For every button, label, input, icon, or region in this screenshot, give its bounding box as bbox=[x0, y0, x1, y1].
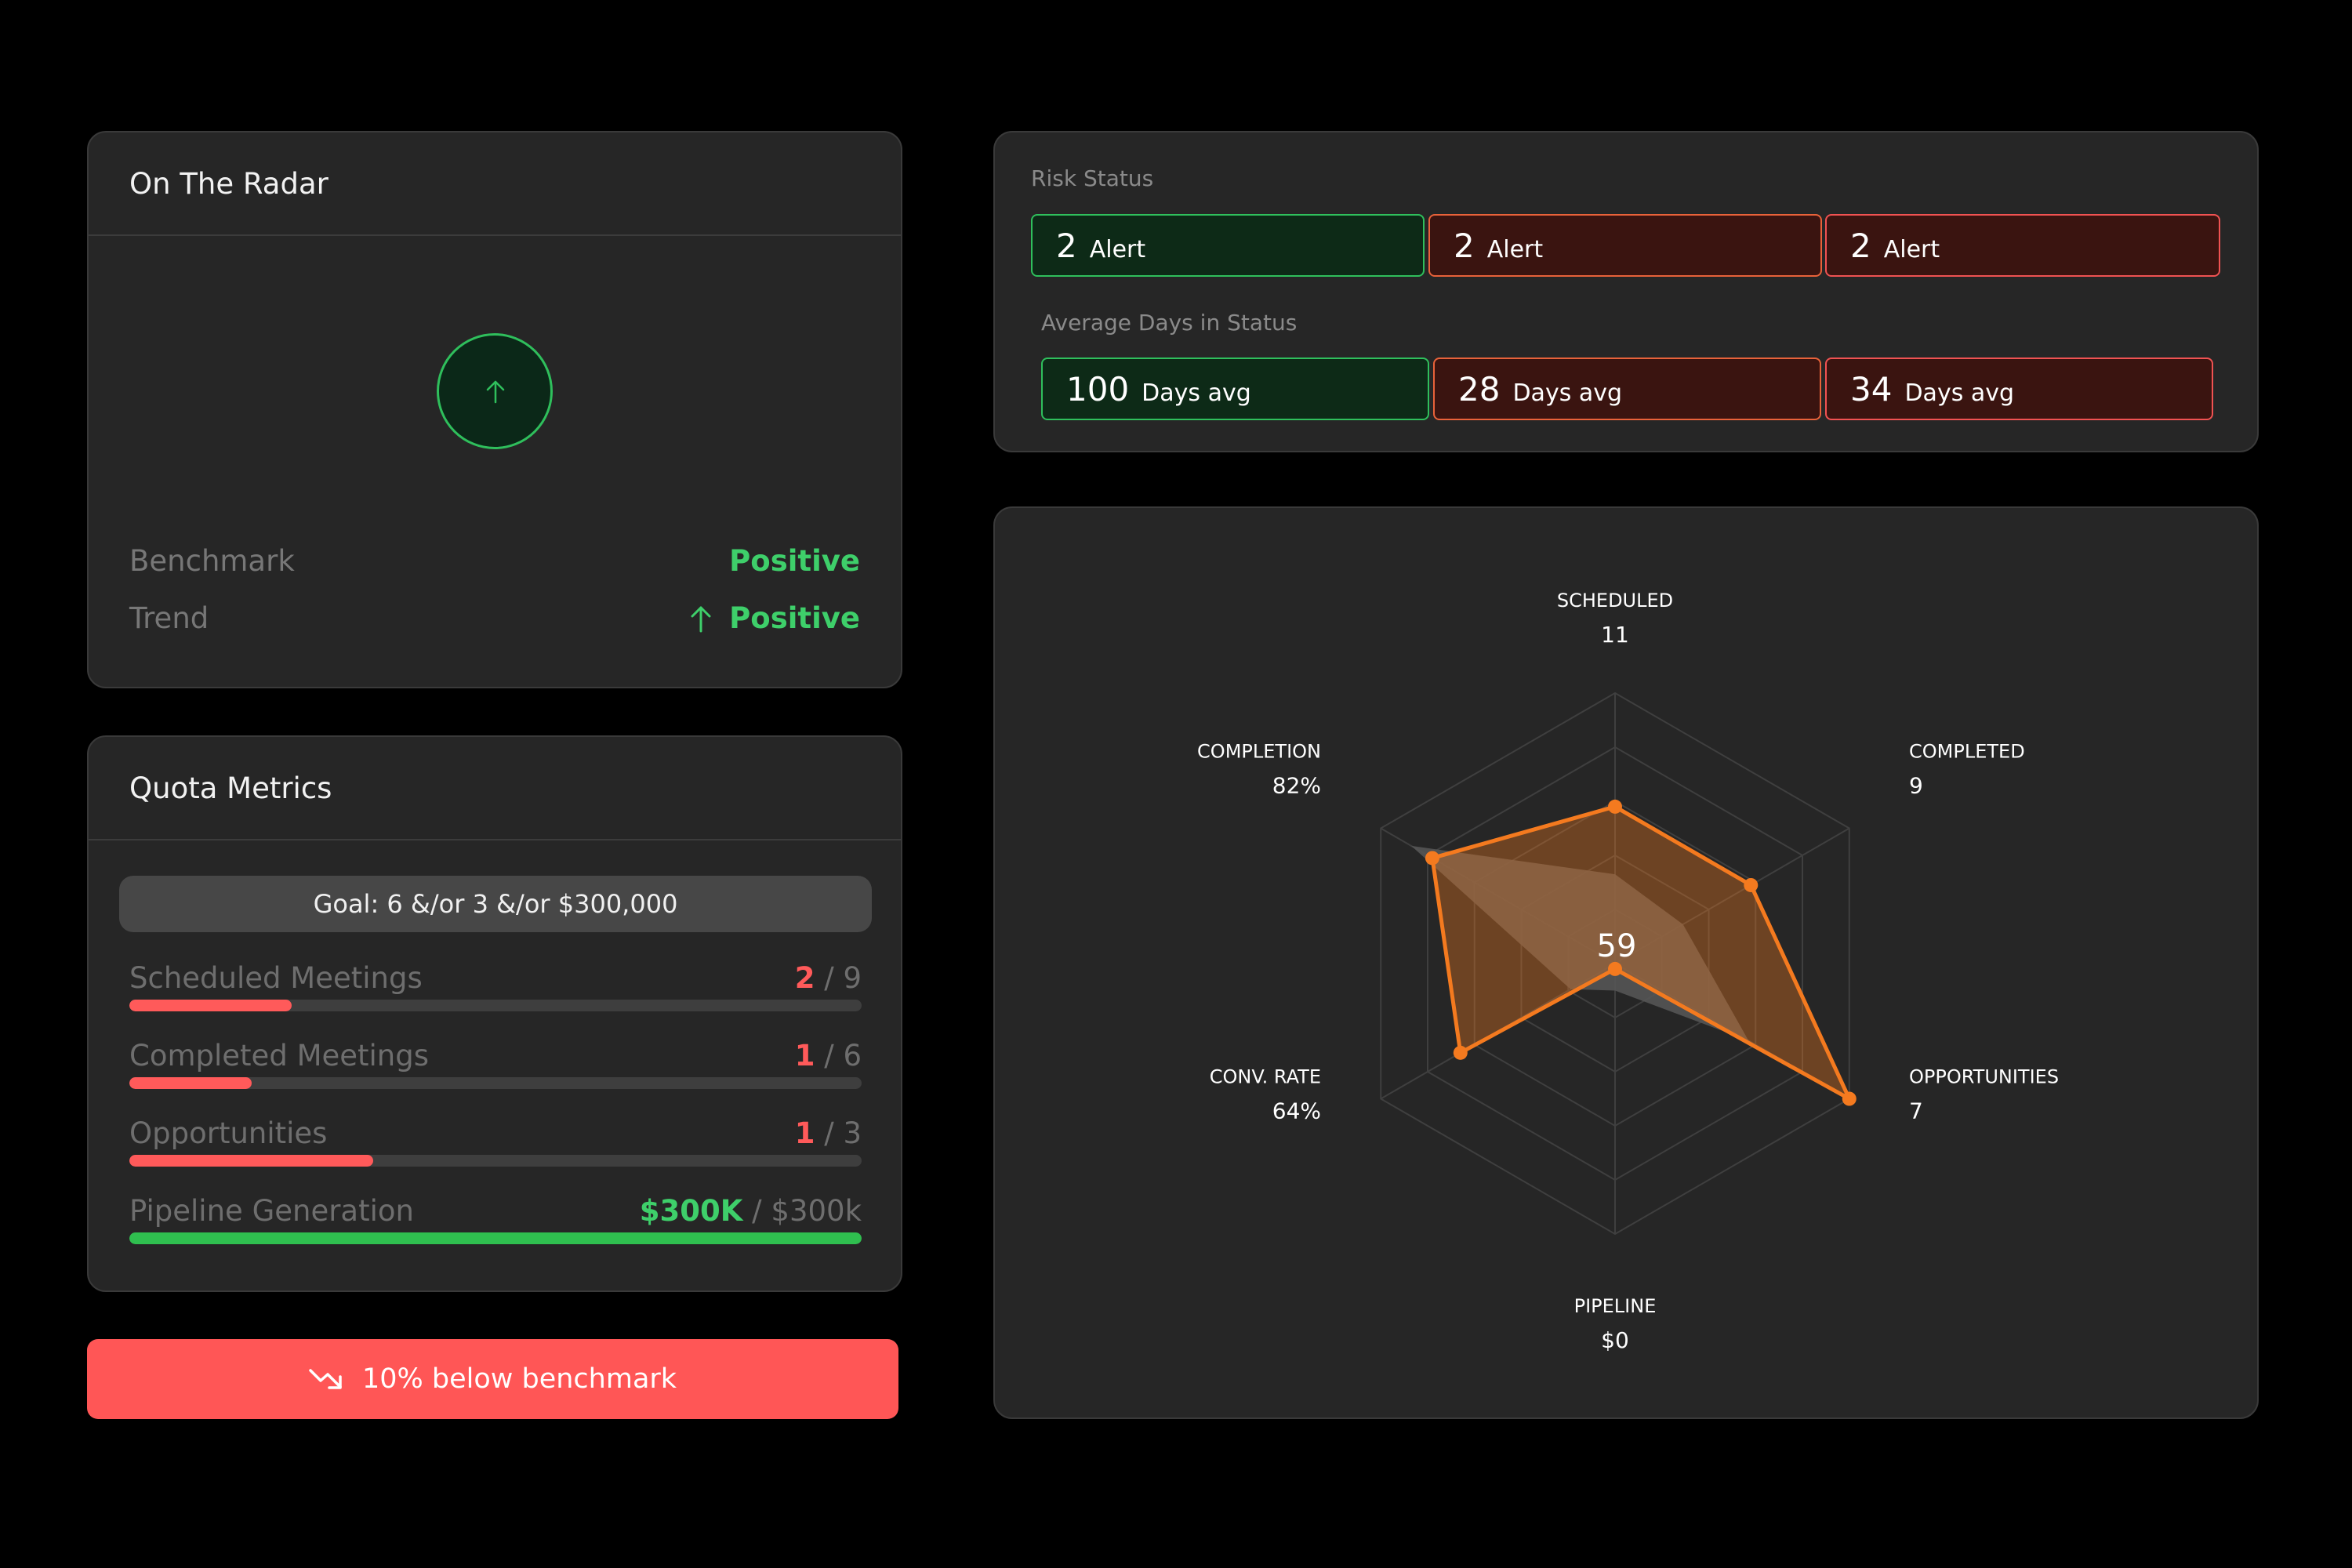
days-unit: Days avg bbox=[1142, 379, 1251, 407]
radar-axis-value: 82% bbox=[1272, 773, 1321, 799]
metric-label: Opportunities bbox=[129, 1116, 328, 1150]
benchmark-label: Benchmark bbox=[129, 544, 295, 578]
metric-label: Completed Meetings bbox=[129, 1038, 430, 1073]
benchmark-row: Benchmark Positive bbox=[129, 544, 860, 578]
radar-axis-value: 64% bbox=[1272, 1098, 1321, 1124]
progress-track bbox=[129, 1000, 862, 1011]
days-box-red[interactable]: 34 Days avg bbox=[1825, 358, 2213, 420]
progress-track bbox=[129, 1232, 862, 1244]
alert-box-green[interactable]: 2 Alert bbox=[1031, 214, 1425, 277]
radar-series-area bbox=[1430, 804, 1852, 1101]
radar-point bbox=[1453, 1045, 1468, 1060]
metric-current: 1 bbox=[794, 1038, 815, 1073]
progress-track bbox=[129, 1155, 862, 1167]
goal-text: Goal: 6 &/or 3 &/or $300,000 bbox=[313, 889, 678, 919]
trend-value-group: Positive bbox=[688, 601, 860, 635]
radar-axis-label: SCHEDULED bbox=[1557, 590, 1673, 612]
radar-axis-label: CONV. RATE bbox=[1210, 1066, 1321, 1088]
progress-fill bbox=[129, 1077, 252, 1089]
radar-point bbox=[1744, 877, 1759, 892]
below-benchmark-button[interactable]: 10% below benchmark bbox=[87, 1339, 898, 1419]
radar-axis-value: 7 bbox=[1909, 1098, 1923, 1124]
metric-total: / 3 bbox=[815, 1116, 862, 1150]
radar-chart-card: 59 SCHEDULED 11 COMPLETED 9 OPPORTUNITIES 7 PIP… bbox=[993, 506, 2259, 1419]
metric-completed-meetings: Completed Meetings 1 / 6 bbox=[129, 1038, 862, 1089]
days-unit: Days avg bbox=[1512, 379, 1623, 407]
progress-fill bbox=[129, 1000, 292, 1011]
radar-point bbox=[1608, 961, 1622, 976]
days-unit: Days avg bbox=[1904, 379, 2015, 407]
metric-value: 1 / 3 bbox=[795, 1116, 862, 1150]
radar-axis-value: 11 bbox=[1601, 622, 1629, 648]
radar-axis-label: COMPLETED bbox=[1909, 741, 2025, 763]
radar-axis-label: PIPELINE bbox=[1574, 1295, 1657, 1317]
on-the-radar-card: On The Radar Benchmark Positive Trend Po… bbox=[87, 131, 902, 688]
metric-label: Scheduled Meetings bbox=[129, 960, 423, 995]
risk-status-title: Risk Status bbox=[1031, 165, 1154, 191]
trend-label: Trend bbox=[129, 601, 209, 635]
days-box-green[interactable]: 100 Days avg bbox=[1041, 358, 1429, 420]
alert-count: 2 bbox=[1056, 227, 1077, 265]
alert-box-orange[interactable]: 2 Alert bbox=[1428, 214, 1822, 277]
metric-pipeline-generation: Pipeline Generation $300K / $300k bbox=[129, 1193, 862, 1244]
metric-current: 2 bbox=[794, 960, 815, 995]
radar-point bbox=[1842, 1091, 1857, 1106]
metric-total: / 6 bbox=[815, 1038, 862, 1073]
progress-fill bbox=[129, 1155, 374, 1167]
alert-count: 2 bbox=[1850, 227, 1871, 265]
radar-card-header: On The Radar bbox=[89, 132, 901, 236]
days-value: 34 bbox=[1850, 370, 1893, 408]
trend-down-icon bbox=[309, 1369, 342, 1389]
radar-chart: 59 SCHEDULED 11 COMPLETED 9 OPPORTUNITIES 7 PIP… bbox=[1197, 590, 2059, 1353]
alert-unit: Alert bbox=[1089, 236, 1146, 263]
radar-series-area bbox=[1411, 845, 1749, 1041]
progress-track bbox=[129, 1077, 862, 1089]
metric-current: 1 bbox=[794, 1116, 815, 1150]
metric-value: 1 / 6 bbox=[795, 1039, 862, 1073]
days-box-orange[interactable]: 28 Days avg bbox=[1433, 358, 1821, 420]
goal-pill: Goal: 6 &/or 3 &/or $300,000 bbox=[119, 876, 872, 932]
alert-unit: Alert bbox=[1486, 236, 1544, 263]
alert-count: 2 bbox=[1454, 227, 1475, 265]
radar-card-title: On The Radar bbox=[129, 166, 328, 201]
metric-current: $300K bbox=[639, 1193, 743, 1228]
radar-axis-value: $0 bbox=[1601, 1327, 1629, 1353]
metric-total: / 9 bbox=[815, 960, 862, 995]
progress-fill bbox=[129, 1232, 862, 1244]
trend-value: Positive bbox=[729, 601, 860, 635]
metric-label: Pipeline Generation bbox=[129, 1193, 414, 1228]
days-value: 100 bbox=[1066, 370, 1130, 408]
radar-center-value: 59 bbox=[1597, 928, 1637, 964]
below-benchmark-label: 10% below benchmark bbox=[361, 1363, 677, 1395]
metric-value: 2 / 9 bbox=[795, 961, 862, 995]
metric-opportunities: Opportunities 1 / 3 bbox=[129, 1116, 862, 1167]
metric-scheduled-meetings: Scheduled Meetings 2 / 9 bbox=[129, 960, 862, 1011]
radar-point bbox=[1608, 799, 1622, 814]
radar-axis-label: COMPLETION bbox=[1197, 741, 1321, 763]
metric-total: / $300k bbox=[742, 1193, 862, 1228]
quota-metrics-card: Quota Metrics Goal: 6 &/or 3 &/or $300,0… bbox=[87, 735, 902, 1292]
alert-unit: Alert bbox=[1883, 236, 1940, 263]
metric-value: $300K / $300k bbox=[640, 1194, 862, 1228]
alert-box-red[interactable]: 2 Alert bbox=[1825, 214, 2220, 277]
arrow-up-icon bbox=[437, 333, 553, 449]
trend-row: Trend Positive bbox=[129, 601, 860, 635]
risk-status-card: Risk Status 2 Alert 2 Alert 2 Alert Aver… bbox=[993, 131, 2259, 452]
quota-card-header: Quota Metrics bbox=[89, 737, 901, 840]
trend-up-arrow-icon bbox=[691, 606, 711, 632]
radar-axis-value: 9 bbox=[1909, 773, 1923, 799]
average-days-title: Average Days in Status bbox=[1041, 310, 1298, 336]
radar-point bbox=[1425, 851, 1439, 866]
quota-card-title: Quota Metrics bbox=[129, 771, 332, 805]
radar-axis-label: OPPORTUNITIES bbox=[1909, 1066, 2059, 1088]
days-value: 28 bbox=[1458, 370, 1501, 408]
benchmark-value: Positive bbox=[729, 544, 860, 578]
